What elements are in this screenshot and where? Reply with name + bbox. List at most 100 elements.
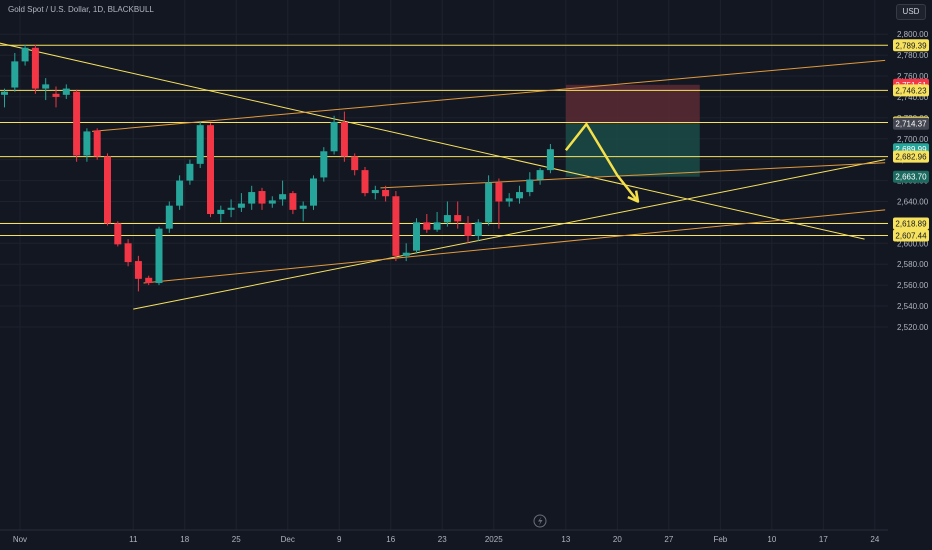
candle-body <box>52 93 60 97</box>
candle <box>124 239 132 267</box>
trend-line[interactable] <box>0 38 865 240</box>
price-tick-label: 2,780.00 <box>897 51 929 60</box>
arrow-head[interactable] <box>627 190 640 203</box>
candle <box>1 88 8 108</box>
tradingview-logo-icon[interactable] <box>533 514 547 528</box>
price-tick-label: 2,540.00 <box>897 302 929 311</box>
price-label-background <box>893 229 929 242</box>
candle-body <box>237 203 245 208</box>
candle-body <box>155 228 163 284</box>
price-tick-label: 2,580.00 <box>897 260 929 269</box>
projection-path[interactable] <box>564 122 639 203</box>
position-tool[interactable] <box>565 84 700 177</box>
chart-title: Gold Spot / U.S. Dollar, 1D, BLACKBULL <box>8 5 154 14</box>
candle-body <box>382 189 390 197</box>
time-tick-label: 27 <box>664 535 673 544</box>
trend-line[interactable] <box>380 162 886 189</box>
candle-body <box>62 88 70 95</box>
candle-body <box>289 193 297 210</box>
candle-body <box>1 91 8 95</box>
candle <box>392 191 400 262</box>
candle-body <box>454 215 462 222</box>
trend-lines[interactable] <box>0 38 886 310</box>
time-tick-label: 9 <box>337 535 342 544</box>
candle <box>464 216 472 244</box>
price-label-text: 2,689.99 <box>895 145 927 154</box>
price-tick-label: 2,520.00 <box>897 323 929 332</box>
price-label-background <box>893 117 929 130</box>
candle <box>207 123 214 218</box>
price-label-badge: 2,618.89 <box>893 217 929 230</box>
candle-body <box>227 207 235 210</box>
candle-body <box>320 151 328 178</box>
candle <box>155 226 163 286</box>
candle-body <box>104 156 111 224</box>
candle-body <box>279 194 287 200</box>
time-axis[interactable]: Nov 11 18 25 Dec 9 16 23 2025 13 20 27 Feb 10 17 24 <box>0 529 888 544</box>
price-label-text: 2,746.23 <box>895 86 927 95</box>
candle-body <box>134 261 142 279</box>
time-tick-label: 20 <box>613 535 622 544</box>
trend-line[interactable] <box>143 209 886 284</box>
price-label-text: 2,618.89 <box>895 220 927 229</box>
price-label-badge: 2,714.37 <box>893 117 929 130</box>
candle-body <box>145 277 153 284</box>
candle-body <box>485 182 493 223</box>
candle-body <box>423 222 431 230</box>
candle <box>186 159 194 185</box>
price-tick-label: 2,800.00 <box>897 30 929 39</box>
candle-body <box>361 170 369 194</box>
candle <box>62 84 70 100</box>
candle-body <box>217 209 225 215</box>
currency-button[interactable]: USD <box>896 4 926 20</box>
candle-body <box>310 178 317 206</box>
take-profit-zone[interactable] <box>565 123 700 177</box>
price-label-background <box>893 39 929 52</box>
time-tick-label: 24 <box>870 535 879 544</box>
candle-body <box>186 163 194 181</box>
candle-body <box>31 47 39 89</box>
candle <box>134 255 142 292</box>
candle <box>237 193 245 212</box>
price-tick-label: 2,760.00 <box>897 72 929 81</box>
candle-body <box>73 91 81 156</box>
candle <box>104 153 111 226</box>
candle-body <box>11 61 19 88</box>
time-tick-label: 25 <box>232 535 241 544</box>
candle-body <box>536 170 544 180</box>
stop-loss-zone[interactable] <box>565 84 700 124</box>
candle-body <box>196 125 204 164</box>
candle-body <box>93 130 101 157</box>
candle <box>536 168 544 185</box>
price-label-text: 2,714.37 <box>895 120 927 129</box>
candle <box>371 185 379 200</box>
grid <box>0 0 888 530</box>
price-label-background <box>893 217 929 230</box>
price-label-badge: 2,663.70 <box>893 170 929 183</box>
horizontal-levels[interactable] <box>0 44 888 237</box>
time-tick-label: 10 <box>767 535 776 544</box>
candle-body <box>505 198 513 202</box>
candle <box>330 115 338 155</box>
candle-body <box>165 205 173 229</box>
candle <box>340 111 348 162</box>
trend-line[interactable] <box>92 59 886 132</box>
candle <box>320 147 328 182</box>
candle <box>52 86 60 108</box>
price-label-badge: 2,789.39 <box>893 39 929 52</box>
projection-arrow[interactable] <box>564 122 640 203</box>
time-tick-label: 2025 <box>485 535 503 544</box>
candle-body <box>340 122 348 157</box>
candle-body <box>248 192 256 204</box>
candle <box>217 205 225 223</box>
candle <box>505 193 513 207</box>
candle-body <box>351 156 359 171</box>
time-tick-label: 17 <box>819 535 828 544</box>
trend-line[interactable] <box>133 159 886 310</box>
candle <box>454 201 462 229</box>
candle-body <box>21 47 29 62</box>
candle-body <box>371 189 379 194</box>
